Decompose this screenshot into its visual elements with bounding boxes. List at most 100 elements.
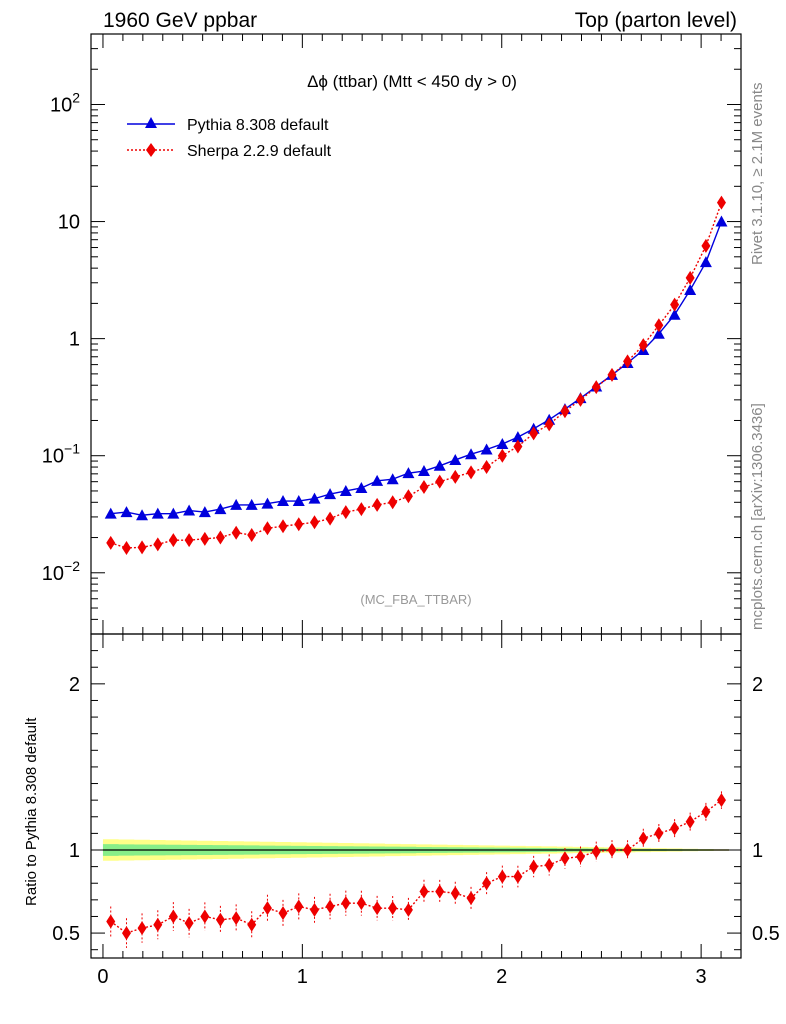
pythia-point-3 xyxy=(151,507,164,519)
main-y-tick-label-2: 1 xyxy=(69,329,80,351)
sherpa-point-23 xyxy=(466,465,476,480)
pythia-point-25 xyxy=(496,437,509,449)
ratio-point-27 xyxy=(529,859,539,874)
sherpa-point-34 xyxy=(638,338,648,353)
sherpa-point-20 xyxy=(419,480,429,495)
pythia-point-4 xyxy=(167,507,180,519)
ratio-point-23 xyxy=(466,891,476,906)
sherpa-point-2 xyxy=(137,540,147,555)
ratio-point-10 xyxy=(262,901,272,916)
main-series-group xyxy=(104,195,728,555)
ratio-point-7 xyxy=(215,912,225,927)
sherpa-point-33 xyxy=(623,354,633,369)
sherpa-point-37 xyxy=(685,270,695,285)
pythia-point-16 xyxy=(355,481,368,493)
pythia-point-9 xyxy=(245,498,258,510)
sherpa-point-17 xyxy=(372,497,382,512)
sherpa-point-10 xyxy=(262,521,272,536)
pythia-point-39 xyxy=(715,215,728,227)
sherpa-point-5 xyxy=(184,533,194,548)
ratio-series-group xyxy=(106,791,726,948)
ratio-y-tick-label-2: 2 xyxy=(69,674,80,696)
series-line-1 xyxy=(110,202,723,549)
pythia-point-7 xyxy=(214,503,227,515)
pythia-point-11 xyxy=(277,495,290,507)
sherpa-point-30 xyxy=(575,392,585,407)
ratio-point-17 xyxy=(372,901,382,916)
sherpa-point-16 xyxy=(356,502,366,517)
legend-sherpa-marker xyxy=(146,143,156,157)
pythia-point-36 xyxy=(668,308,681,320)
x-tick-label-3: 3 xyxy=(696,966,707,988)
ratio-point-15 xyxy=(341,896,351,911)
legend: Pythia 8.308 default Sherpa 2.2.9 defaul… xyxy=(127,117,332,160)
sherpa-point-13 xyxy=(310,515,320,530)
ratio-point-19 xyxy=(403,902,413,917)
ratio-point-32 xyxy=(607,843,617,857)
pythia-point-18 xyxy=(386,473,399,485)
ratio-point-13 xyxy=(310,902,320,917)
main-title: Δϕ (ttbar) (Mtt < 450 dy > 0) xyxy=(307,72,517,91)
ratio-y-tick-label-right-1: 1 xyxy=(752,840,763,862)
ratio-y-label: Ratio to Pythia 8.308 default xyxy=(23,717,40,906)
ratio-point-36 xyxy=(670,821,680,836)
x-tick-label-0: 0 xyxy=(97,966,108,988)
sherpa-point-22 xyxy=(450,469,460,484)
header-left: 1960 GeV ppbar xyxy=(103,9,257,32)
pythia-point-2 xyxy=(136,509,149,521)
watermark: (MC_FBA_TTBAR) xyxy=(360,592,471,607)
pythia-point-1 xyxy=(120,506,133,518)
sherpa-point-6 xyxy=(200,531,210,546)
ratio-ticks: 0 1 2 3 0.5 0.5 1 1 2 2 xyxy=(52,634,780,988)
ratio-point-21 xyxy=(435,884,445,899)
ratio-point-4 xyxy=(168,909,178,924)
ratio-point-16 xyxy=(356,896,366,911)
sherpa-point-26 xyxy=(513,439,523,454)
main-y-tick-label-1: 10−1 xyxy=(42,441,80,468)
pythia-point-13 xyxy=(308,492,321,504)
legend-pythia-marker xyxy=(145,117,157,128)
series-line-0 xyxy=(110,221,723,516)
sherpa-point-9 xyxy=(247,528,257,543)
main-y-tick-label-3: 10 xyxy=(58,212,80,234)
ratio-point-24 xyxy=(482,876,492,891)
x-tick-label-1: 1 xyxy=(297,966,308,988)
ratio-point-6 xyxy=(200,909,210,924)
ratio-point-29 xyxy=(560,851,570,866)
ratio-point-12 xyxy=(294,899,304,914)
pythia-point-10 xyxy=(261,497,274,509)
ratio-y-tick-label-right-0: 0.5 xyxy=(752,923,780,945)
pythia-point-37 xyxy=(684,284,697,296)
sherpa-point-4 xyxy=(168,533,178,548)
main-y-tick-label-0: 10−2 xyxy=(42,558,80,585)
ratio-point-25 xyxy=(497,869,507,884)
sherpa-point-0 xyxy=(106,535,116,550)
pythia-point-5 xyxy=(183,504,196,516)
sherpa-point-32 xyxy=(607,367,617,382)
x-tick-label-2: 2 xyxy=(496,966,507,988)
ratio-point-22 xyxy=(450,886,460,901)
ratio-y-tick-label-right-2: 2 xyxy=(752,674,763,696)
ratio-point-39 xyxy=(716,793,726,808)
ratio-point-31 xyxy=(591,844,601,859)
ratio-point-9 xyxy=(247,917,257,932)
pythia-point-14 xyxy=(324,488,337,500)
ratio-point-5 xyxy=(184,916,194,931)
pythia-point-12 xyxy=(292,495,305,507)
pythia-point-35 xyxy=(652,327,665,339)
ratio-point-2 xyxy=(137,921,147,936)
ratio-point-37 xyxy=(685,814,695,829)
ratio-point-30 xyxy=(575,849,585,864)
ratio-point-28 xyxy=(544,857,554,872)
ratio-point-1 xyxy=(121,926,131,941)
sherpa-point-18 xyxy=(388,495,398,510)
ratio-point-8 xyxy=(231,911,241,926)
sherpa-point-36 xyxy=(670,297,680,312)
sherpa-point-38 xyxy=(701,238,711,253)
ratio-point-3 xyxy=(153,917,163,932)
ratio-point-26 xyxy=(513,869,523,884)
sherpa-point-7 xyxy=(215,530,225,545)
pythia-point-38 xyxy=(699,256,712,268)
ratio-point-18 xyxy=(388,901,398,916)
